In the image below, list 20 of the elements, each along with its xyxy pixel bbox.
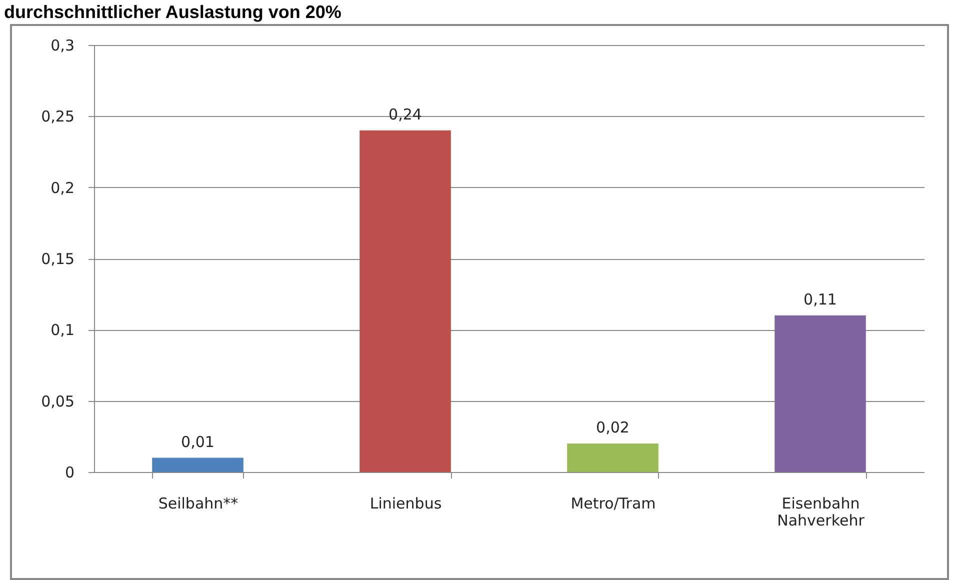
bar xyxy=(774,315,866,472)
y-tick-label: 0,1 xyxy=(50,321,74,340)
data-label: 0,24 xyxy=(388,105,422,124)
y-tick-label: 0,05 xyxy=(41,392,74,410)
y-tick-label: 0,15 xyxy=(41,250,74,268)
data-label: 0,01 xyxy=(181,432,214,451)
y-tick-label: 0,3 xyxy=(50,36,74,54)
x-tick-label: Seilbahn** xyxy=(158,494,239,512)
y-tick-label: 0 xyxy=(64,464,74,482)
bar xyxy=(152,458,244,472)
x-tick-label: Metro/Tram xyxy=(570,494,656,512)
x-tick-label: Eisenbahn Nahverkehr xyxy=(777,494,866,530)
data-label: 0,02 xyxy=(596,418,630,437)
y-tick-label: 0,25 xyxy=(41,108,74,126)
chart-title: durchschnittlicher Auslastung von 20% xyxy=(4,2,342,23)
x-tick-label: Linienbus xyxy=(370,494,442,512)
y-tick-label: 0,2 xyxy=(50,178,74,197)
bar xyxy=(360,130,451,472)
bar xyxy=(567,444,658,472)
data-label: 0,11 xyxy=(804,290,837,308)
